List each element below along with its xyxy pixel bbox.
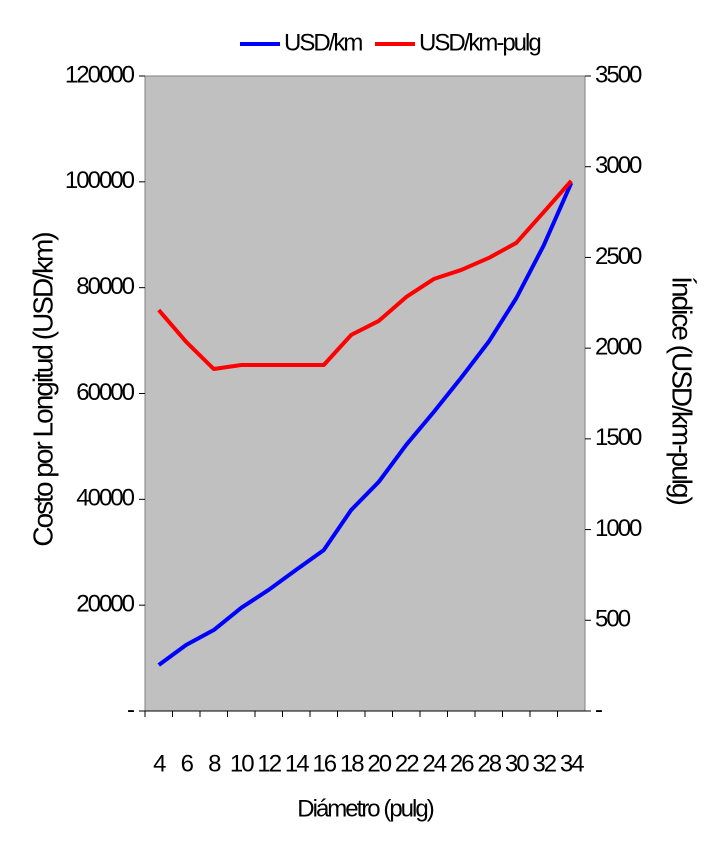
- x-tick-label: 34: [560, 750, 584, 777]
- y2-tick-label: 3500: [595, 61, 642, 88]
- y-tick-label: -: [127, 696, 134, 723]
- y-tick-label: 120000: [65, 61, 135, 88]
- y-axis-title: Costo por Longitud (USD/km): [27, 233, 58, 547]
- y-tick-label: 100000: [65, 167, 135, 194]
- plot-area: [144, 75, 586, 712]
- series-line: [157, 179, 573, 372]
- y-tick-label: 80000: [76, 273, 134, 300]
- x-tick-label: 24: [422, 750, 446, 777]
- y-tick-label: 20000: [76, 591, 134, 618]
- series-line: [157, 182, 574, 667]
- x-tick-label: 32: [532, 750, 556, 777]
- x-tick-label: 4: [153, 750, 166, 777]
- x-tick-label: 20: [367, 750, 391, 777]
- y2-tick-label: 2500: [595, 243, 642, 270]
- x-tick-label: 30: [505, 750, 529, 777]
- y-tick-label: 40000: [76, 485, 134, 512]
- x-tick-label: 12: [257, 750, 281, 777]
- x-tick-label: 10: [230, 750, 254, 777]
- x-tick-label: 6: [181, 750, 194, 777]
- legend-label: USD/km: [284, 29, 362, 56]
- y2-tick-label: 500: [595, 606, 631, 633]
- y2-tick-label: 1000: [595, 515, 642, 542]
- y2-tick-label: 1500: [595, 424, 642, 451]
- y2-tick-label: 3000: [595, 152, 642, 179]
- y2-tick-label: -: [595, 696, 602, 723]
- x-tick-label: 22: [395, 750, 419, 777]
- x-tick-label: 16: [312, 750, 336, 777]
- y2-axis-title: Índice (USD/km-pulg): [667, 276, 698, 504]
- y-tick-label: 60000: [76, 379, 134, 406]
- x-tick-label: 8: [208, 750, 221, 777]
- x-axis-title: Diámetro (pulg): [297, 795, 433, 822]
- legend-label: USD/km-pulg: [419, 29, 540, 56]
- y2-tick-label: 2000: [595, 333, 642, 360]
- x-tick-label: 26: [450, 750, 474, 777]
- x-tick-label: 14: [285, 750, 309, 777]
- x-tick-label: 28: [477, 750, 501, 777]
- x-tick-label: 18: [340, 750, 364, 777]
